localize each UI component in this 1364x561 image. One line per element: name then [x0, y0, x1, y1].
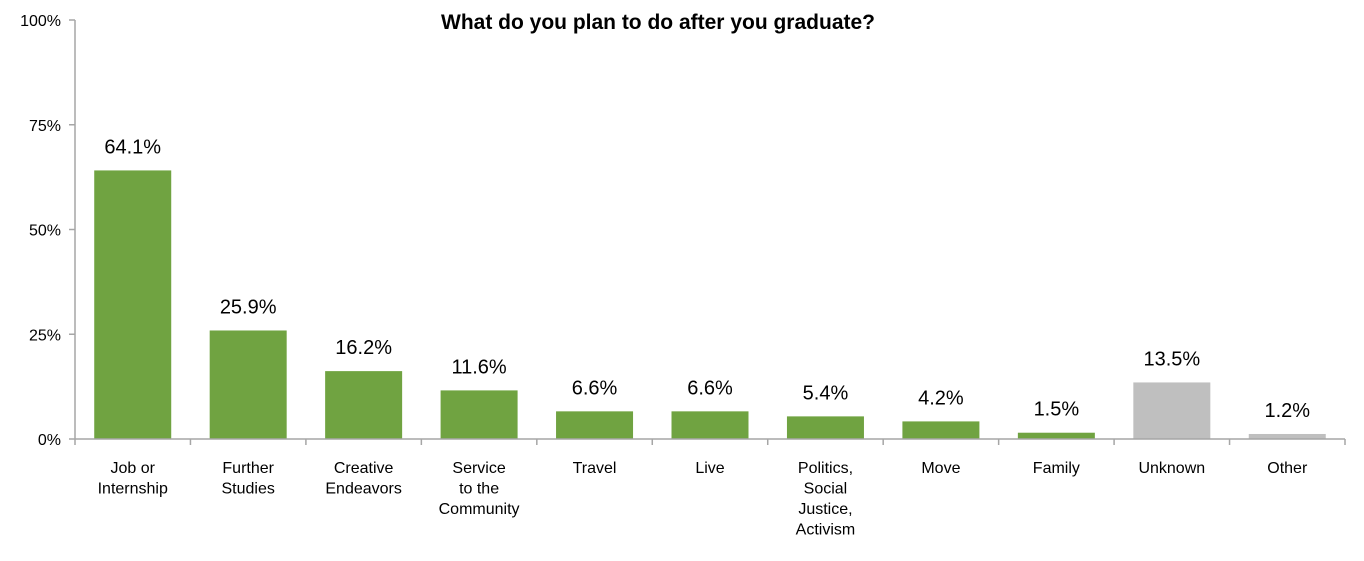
x-tick-label: Other	[1267, 460, 1308, 477]
x-tick-label: Job or Internship	[98, 460, 168, 498]
y-tick-label: 100%	[20, 13, 61, 30]
y-axis: 0% 25% 50% 75% 100%	[20, 13, 76, 449]
bar	[1133, 382, 1211, 439]
data-label: 13.5%	[1143, 348, 1200, 370]
data-labels: 64.1% 25.9% 16.2% 11.6% 6.6% 6.6% 5.4% 4.2% 1.5%…	[104, 136, 1310, 422]
chart-title: What do you plan to do after you graduat…	[441, 11, 875, 34]
bars	[94, 170, 1326, 439]
y-tick-label: 50%	[29, 223, 61, 240]
bar	[325, 371, 403, 439]
data-label: 1.2%	[1264, 400, 1310, 422]
bar	[1017, 432, 1095, 439]
data-label: 4.2%	[918, 387, 964, 409]
x-axis: Job or Internship Further Studies Creative En…	[74, 438, 1346, 539]
y-tick-label: 75%	[29, 118, 61, 135]
x-tick-label: Travel	[573, 460, 617, 477]
bar	[671, 411, 749, 439]
bar	[902, 421, 980, 439]
x-tick-label: Further Studies	[221, 460, 274, 498]
bar	[786, 416, 864, 439]
x-tick-label: Live	[695, 460, 724, 477]
data-label: 5.4%	[803, 382, 849, 404]
data-label: 16.2%	[335, 337, 392, 359]
x-tick-label: Politics, Social Justice, Activism	[796, 460, 856, 539]
bar	[440, 390, 518, 439]
data-label: 1.5%	[1034, 399, 1080, 421]
bar	[209, 330, 287, 439]
data-label: 6.6%	[687, 377, 733, 399]
bar	[94, 170, 172, 439]
bar	[556, 411, 634, 439]
x-tick-label: Creative Endeavors	[325, 460, 402, 498]
data-label: 64.1%	[104, 136, 161, 158]
bar	[1248, 433, 1326, 439]
data-label: 25.9%	[220, 296, 277, 318]
y-tick-label: 0%	[38, 432, 61, 449]
data-label: 6.6%	[572, 377, 618, 399]
x-tick-label: Unknown	[1138, 460, 1205, 477]
x-tick-label: Family	[1033, 460, 1080, 477]
x-tick-label: Service to the Community	[439, 460, 520, 518]
y-tick-label: 25%	[29, 327, 61, 344]
data-label: 11.6%	[451, 356, 506, 378]
x-tick-label: Move	[921, 460, 960, 477]
